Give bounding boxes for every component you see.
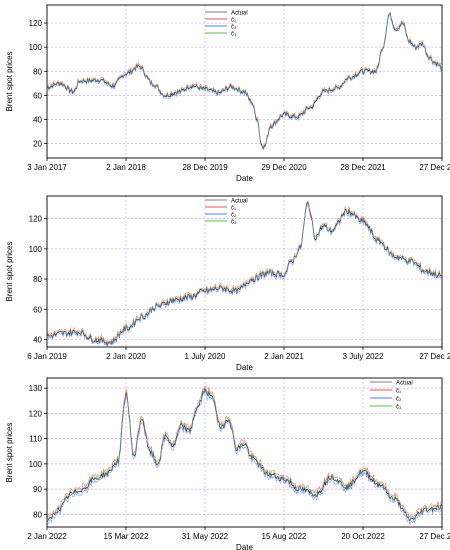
y-tick-label: 20 xyxy=(33,140,42,149)
y-tick-label: 80 xyxy=(33,510,42,519)
x-tick-label: 3 July 2022 xyxy=(343,352,384,361)
plot-frame xyxy=(46,377,443,528)
series-line-2 xyxy=(46,385,443,523)
legend-label: ĉ₂ xyxy=(231,213,237,219)
x-tick-label: 1 July 2020 xyxy=(185,352,226,361)
series-line-1 xyxy=(46,386,443,524)
x-tick-label: 27 Dec 2022 xyxy=(419,532,450,541)
x-axis-label: Date xyxy=(236,363,253,372)
x-tick-label: 2 Jan 2020 xyxy=(106,352,146,361)
legend-label: ĉ₃ xyxy=(396,405,402,411)
y-tick-label: 90 xyxy=(33,485,42,494)
x-tick-label: 27 Dec 2022 xyxy=(419,352,450,361)
x-axis-label: Date xyxy=(236,543,253,550)
legend-label: Actual xyxy=(396,381,413,387)
y-tick-label: 100 xyxy=(29,460,43,469)
series-line-4 xyxy=(46,386,443,523)
x-tick-label: 27 Dec 2022 xyxy=(419,163,450,172)
legend-label: ĉ₃ xyxy=(231,220,237,226)
y-tick-label: 130 xyxy=(29,384,43,393)
y-tick-label: 120 xyxy=(29,409,43,418)
legend-label: ĉ₁ xyxy=(231,18,236,24)
series-line-3 xyxy=(46,14,443,151)
series-line-2 xyxy=(46,12,443,148)
legend-label: ĉ₂ xyxy=(231,25,237,31)
x-tick-label: 31 May 2022 xyxy=(182,532,229,541)
y-tick-label: 40 xyxy=(33,335,42,344)
series-line-3 xyxy=(46,389,443,526)
y-axis-label: Brent spot prices xyxy=(5,51,14,111)
x-tick-label: 3 Jan 2017 xyxy=(27,163,67,172)
x-tick-label: 28 Dec 2021 xyxy=(340,163,386,172)
series-line-4 xyxy=(46,201,443,345)
y-tick-label: 80 xyxy=(33,275,42,284)
legend-label: ĉ₁ xyxy=(396,389,401,395)
y-tick-label: 120 xyxy=(29,215,43,224)
x-tick-label: 2 Jan 2022 xyxy=(27,532,67,541)
legend-label: ĉ₃ xyxy=(231,32,237,38)
x-tick-label: 15 Mar 2022 xyxy=(104,532,149,541)
series-line-3 xyxy=(46,203,443,349)
x-tick-label: 28 Dec 2019 xyxy=(182,163,228,172)
x-tick-label: 20 Oct 2022 xyxy=(341,532,385,541)
legend-label: ĉ₂ xyxy=(396,397,402,403)
y-tick-label: 60 xyxy=(33,305,42,314)
x-tick-label: 15 Aug 2022 xyxy=(262,532,307,541)
y-tick-label: 120 xyxy=(29,19,43,28)
x-tick-label: 29 Dec 2020 xyxy=(261,163,307,172)
plot-frame xyxy=(46,195,443,348)
y-axis-label: Brent spot prices xyxy=(5,241,14,301)
series-line-1 xyxy=(46,201,443,347)
x-tick-label: 6 Jan 2019 xyxy=(27,352,67,361)
y-tick-label: 60 xyxy=(33,91,42,100)
legend-label: ĉ₁ xyxy=(231,206,236,212)
y-axis-label: Brent spot prices xyxy=(5,422,14,482)
x-tick-label: 2 Jan 2018 xyxy=(106,163,146,172)
series-line-2 xyxy=(46,200,443,344)
y-tick-label: 110 xyxy=(29,435,42,444)
y-tick-label: 100 xyxy=(29,245,43,254)
legend-label: Actual xyxy=(231,199,248,205)
series-line-4 xyxy=(46,11,443,149)
x-axis-label: Date xyxy=(236,174,253,183)
y-tick-label: 100 xyxy=(29,43,43,52)
plot-frame xyxy=(46,4,443,159)
y-tick-label: 40 xyxy=(33,115,42,124)
legend-label: Actual xyxy=(231,11,248,17)
chart-panel-1: 3 Jan 2017 2 Jan 2018 28 Dec 2019 29 Dec 20… xyxy=(5,4,450,183)
legend: Actual ĉ₁ ĉ₂ ĉ₃ xyxy=(370,381,413,411)
chart-panel-2: 6 Jan 2019 2 Jan 2020 1 July 2020 2 Jan 202… xyxy=(5,195,450,372)
y-tick-label: 80 xyxy=(33,67,42,76)
chart-panel-3: 2 Jan 2022 15 Mar 2022 31 May 2022 15 Aug 2… xyxy=(5,377,450,550)
x-tick-label: 2 Jan 2021 xyxy=(264,352,304,361)
